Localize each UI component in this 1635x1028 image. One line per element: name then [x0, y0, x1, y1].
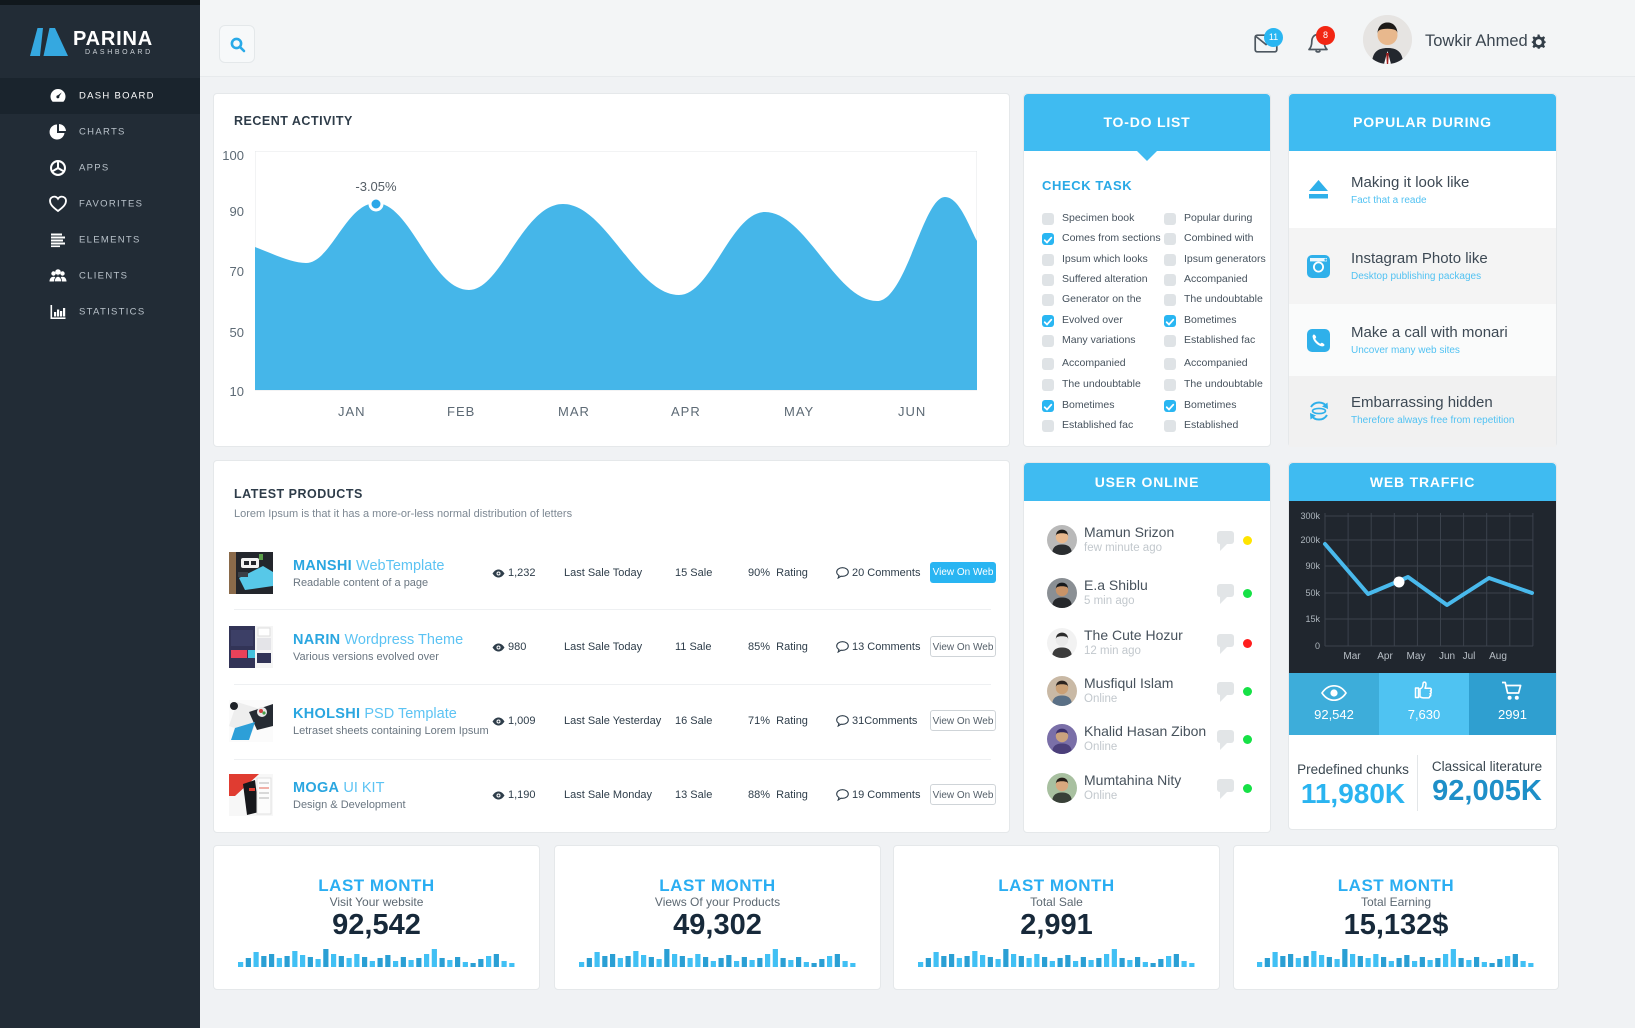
svg-text:Aug: Aug [1489, 651, 1507, 662]
svg-text:Mar: Mar [1343, 651, 1361, 662]
svg-text:15k: 15k [1305, 614, 1320, 624]
svg-text:50k: 50k [1305, 588, 1320, 598]
svg-text:200k: 200k [1300, 535, 1320, 545]
svg-text:Jun: Jun [1439, 651, 1455, 662]
svg-text:Apr: Apr [1377, 651, 1393, 662]
svg-text:May: May [1407, 651, 1426, 662]
svg-text:-3.05%: -3.05% [355, 179, 397, 194]
svg-text:0: 0 [1315, 641, 1320, 651]
svg-text:90k: 90k [1305, 561, 1320, 571]
svg-text:Jul: Jul [1463, 651, 1476, 662]
svg-text:300k: 300k [1300, 511, 1320, 521]
